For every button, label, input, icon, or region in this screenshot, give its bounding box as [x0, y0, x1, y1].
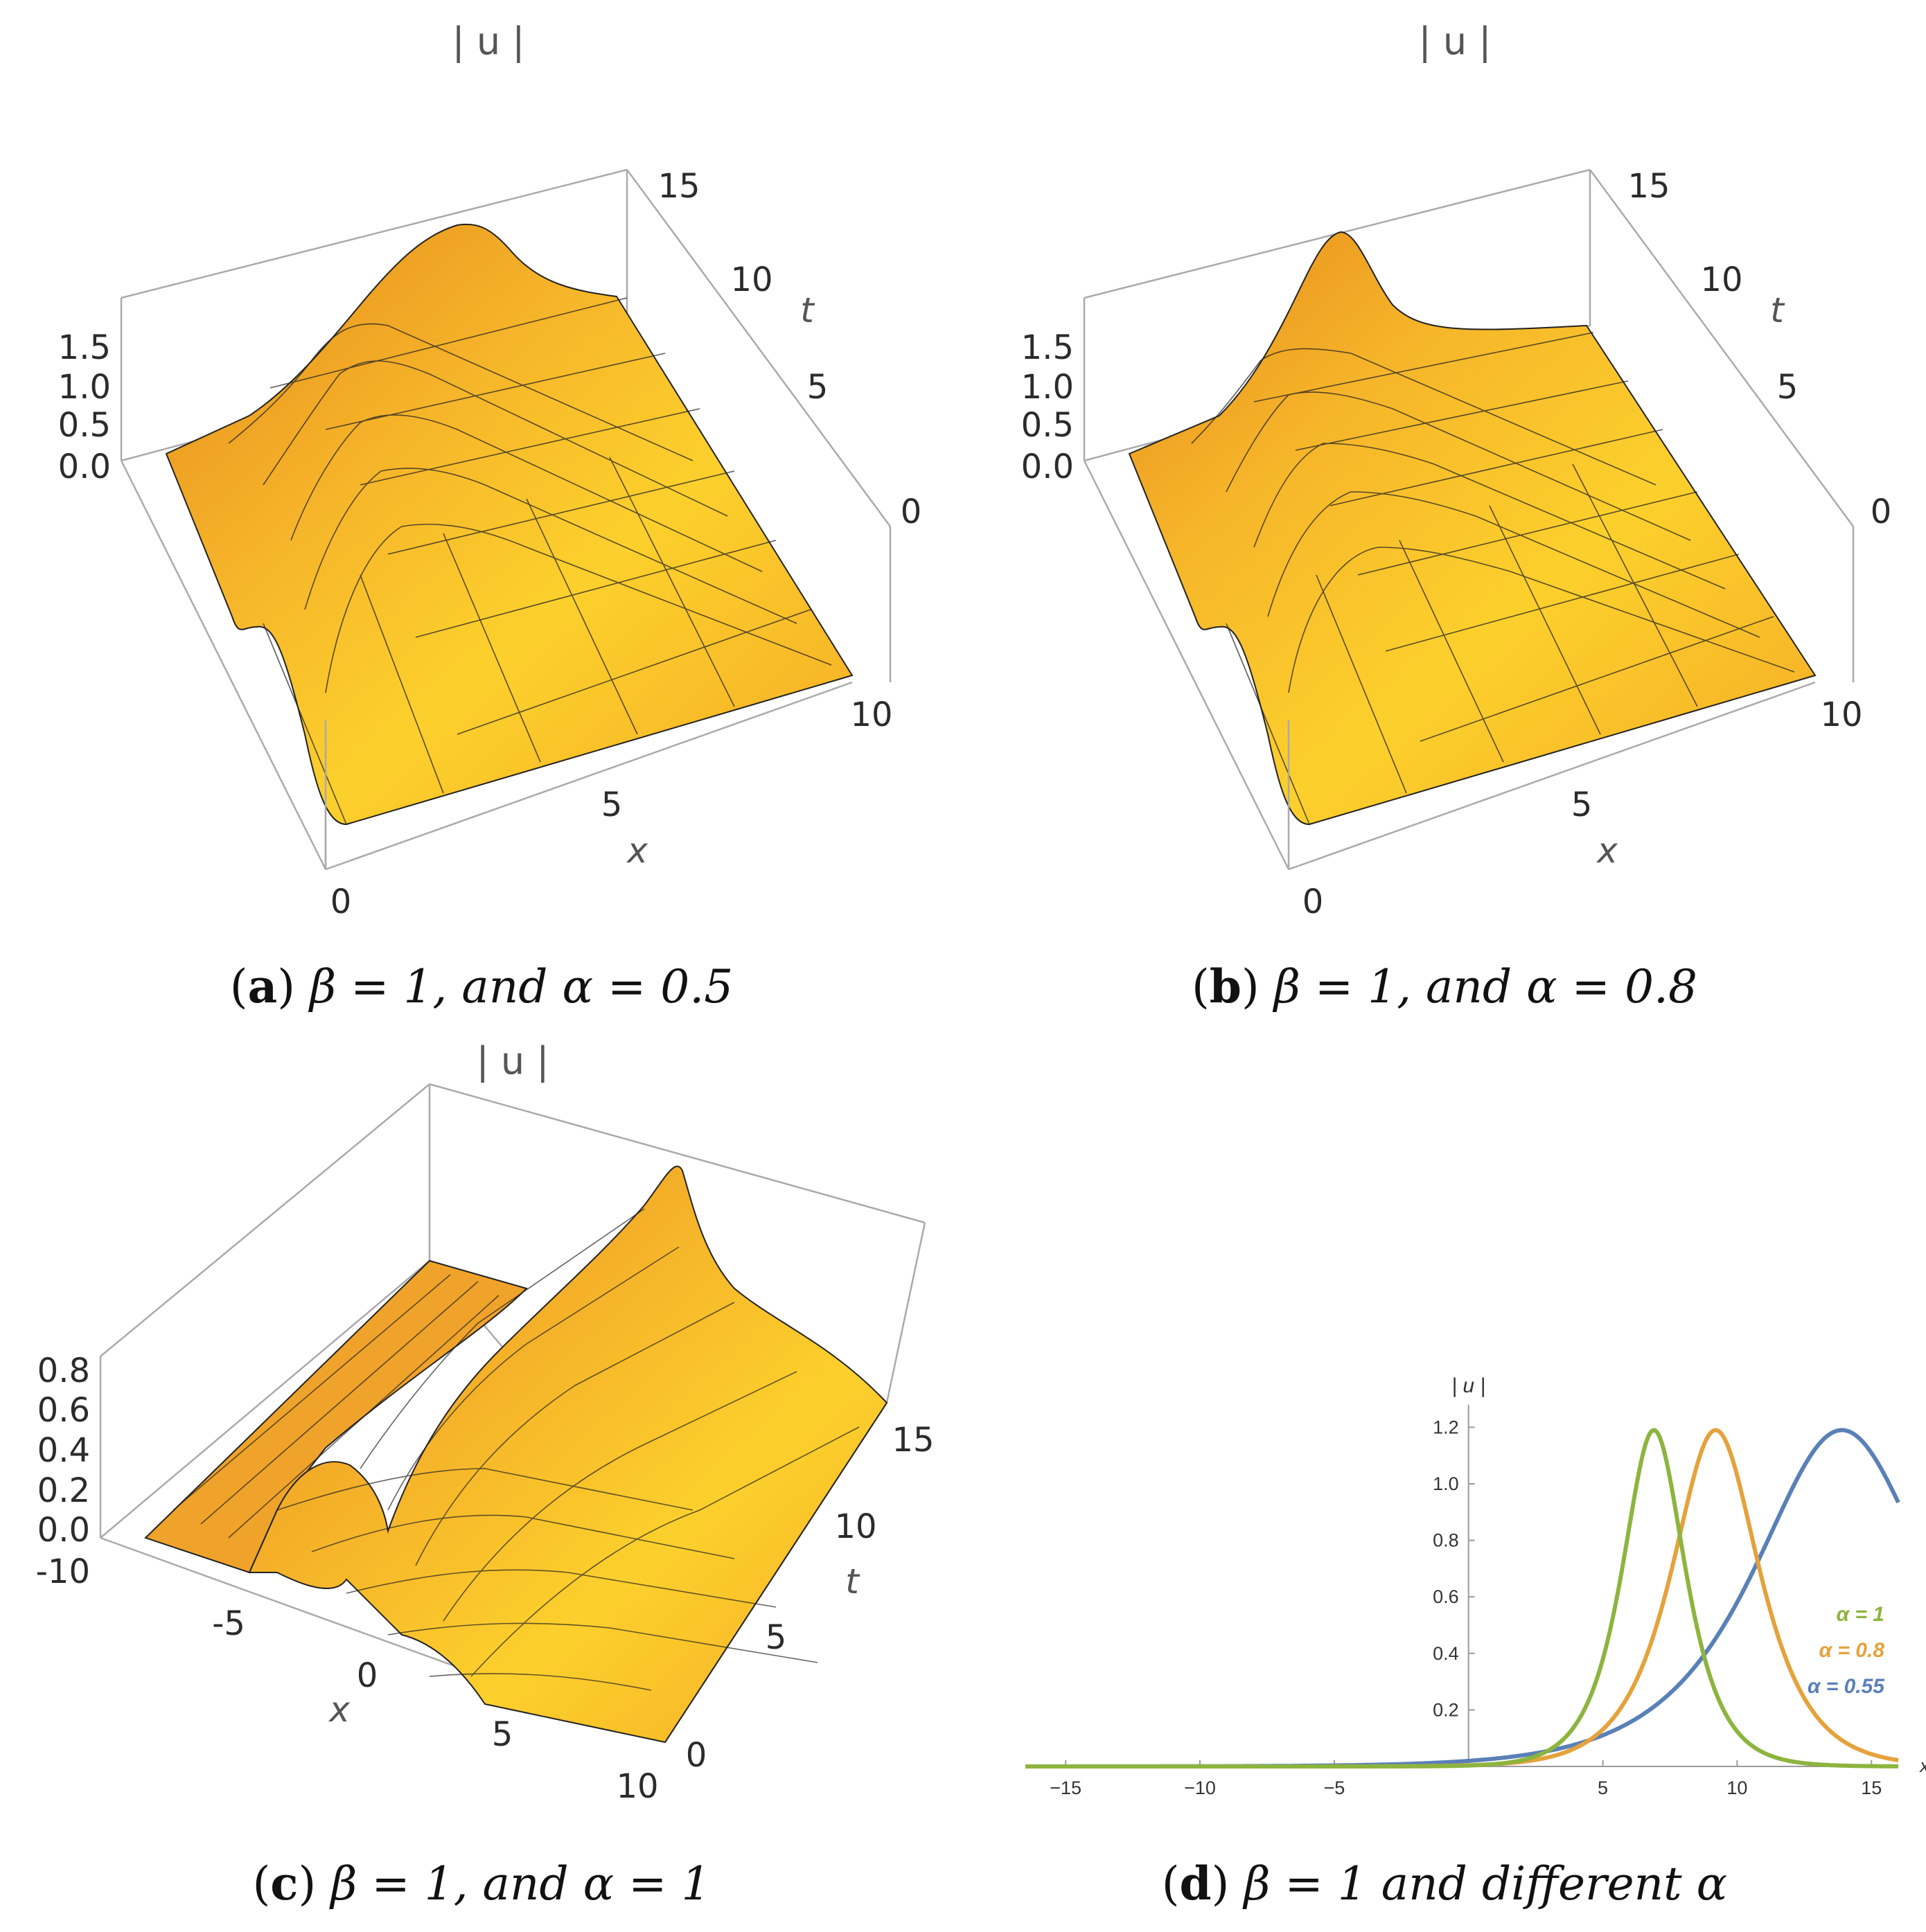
- y-tick-label: 1.0: [1433, 1473, 1459, 1494]
- panel-c-caption-text: β = 1, and α = 1: [330, 1857, 711, 1911]
- panel-c-z-tick: 0.4: [37, 1431, 90, 1470]
- panel-c-x-tick: 0: [357, 1656, 378, 1695]
- panel-b-x-tick: 5: [1571, 786, 1593, 824]
- panel-c-t-tick: 10: [834, 1507, 876, 1546]
- panel-a: | u |: [0, 0, 963, 1025]
- panel-b-caption-text: β = 1, and α = 0.8: [1273, 960, 1697, 1013]
- panel-d: | u | x −15 −10 −5 5 10 15 0.2 0.4 0.6 0.8 1.0 1.2 α =…: [963, 1025, 1926, 1932]
- panel-b-z-title: | u |: [1419, 19, 1492, 63]
- panel-c-z-tick: 0.0: [37, 1511, 90, 1550]
- panel-a-caption-letter: a: [247, 959, 278, 1013]
- panel-c: | u |: [0, 1025, 963, 1932]
- panel-b-t-label: t: [1770, 290, 1785, 330]
- panel-d-caption-text: β = 1 and different α: [1244, 1857, 1728, 1911]
- panel-a-z-tick: 0.0: [58, 447, 111, 486]
- panel-c-z-tick: 0.8: [37, 1351, 90, 1390]
- panel-a-t-tick: 0: [901, 493, 922, 531]
- series-line: [1025, 1428, 1899, 1769]
- x-tick-label: 10: [1726, 1778, 1747, 1798]
- panel-c-t-tick: 15: [892, 1421, 934, 1460]
- legend-entry: α = 0.55: [1808, 1675, 1885, 1698]
- panel-a-z-title: | u |: [452, 19, 525, 63]
- panel-a-x-tick: 10: [850, 695, 892, 734]
- panel-a-x-tick: 0: [330, 883, 352, 921]
- panel-c-t-tick: 0: [686, 1736, 707, 1775]
- panel-c-surface-flat: [144, 1259, 528, 1574]
- panel-a-plot: | u |: [58, 19, 922, 921]
- panel-a-surface: [165, 223, 854, 826]
- x-tick-label: 15: [1861, 1778, 1882, 1798]
- y-tick-label: 0.2: [1433, 1699, 1459, 1720]
- panel-b: | u |: [963, 0, 1926, 1025]
- panel-a-t-tick: 15: [657, 167, 700, 206]
- panel-a-t-tick: 5: [807, 368, 829, 407]
- panel-b-surface: [1128, 231, 1817, 826]
- x-tick-label: −5: [1323, 1778, 1345, 1798]
- x-tick-label: −10: [1184, 1778, 1216, 1798]
- legend-entry: α = 0.8: [1819, 1639, 1885, 1662]
- panel-c-z-tick: 0.6: [37, 1391, 90, 1430]
- panel-c-surface-ridge: [248, 1165, 888, 1744]
- panel-b-t-tick: 15: [1627, 167, 1670, 206]
- panel-a-caption: (a) β = 1, and α = 0.5: [229, 959, 734, 1013]
- panel-b-z-tick: 1.5: [1021, 328, 1074, 367]
- panel-b-t-tick: 0: [1871, 493, 1892, 531]
- panel-d-caption: (d) β = 1 and different α: [1161, 1856, 1728, 1911]
- x-tick-label: 5: [1598, 1778, 1608, 1798]
- panel-b-caption-letter: b: [1209, 959, 1242, 1013]
- panel-b-caption: (b) β = 1, and α = 0.8: [1192, 959, 1697, 1013]
- panel-a-z-tick: 1.0: [58, 368, 111, 407]
- y-tick-label: 0.8: [1433, 1530, 1459, 1551]
- legend-entry: α = 1: [1837, 1603, 1884, 1626]
- panel-b-plot: | u |: [1021, 19, 1892, 921]
- panel-b-t-tick: 5: [1777, 368, 1799, 407]
- panel-a-caption-text: β = 1, and α = 0.5: [310, 960, 734, 1013]
- panel-a-z-tick: 1.5: [58, 328, 111, 367]
- panel-c-t-label: t: [845, 1561, 860, 1602]
- x-axis-label: x: [1918, 1755, 1926, 1776]
- panel-b-x-label: x: [1596, 831, 1618, 871]
- panel-c-caption-letter: c: [270, 1856, 299, 1911]
- panel-b-z-tick: 1.0: [1021, 368, 1074, 407]
- panel-c-x-tick: 10: [616, 1767, 658, 1806]
- panel-b-x-tick: 0: [1302, 883, 1324, 921]
- panel-c-x-tick: -10: [36, 1552, 90, 1591]
- x-tick-label: −15: [1050, 1778, 1081, 1798]
- panel-c-z-title: | u |: [477, 1039, 549, 1083]
- panel-c-x-label: x: [328, 1690, 350, 1730]
- panel-d-line-chart: | u | x −15 −10 −5 5 10 15 0.2 0.4 0.6 0.8 1.0 1.2 α =…: [1025, 1374, 1926, 1798]
- y-tick-label: 1.2: [1433, 1417, 1459, 1437]
- panel-a-x-tick: 5: [601, 786, 623, 824]
- panel-b-x-tick: 10: [1820, 695, 1862, 734]
- series-line: [1025, 1428, 1899, 1769]
- y-tick-label: 0.6: [1433, 1586, 1459, 1607]
- panel-c-plot: | u |: [36, 1039, 935, 1806]
- panel-d-caption-letter: d: [1179, 1856, 1212, 1911]
- panel-b-z-tick: 0.0: [1021, 447, 1074, 486]
- panel-b-t-tick: 10: [1700, 260, 1742, 299]
- panel-a-x-label: x: [626, 831, 648, 871]
- panel-a-z-tick: 0.5: [58, 406, 111, 445]
- panel-c-t-tick: 5: [766, 1618, 787, 1657]
- panel-c-caption: (c) β = 1, and α = 1: [252, 1856, 711, 1911]
- panel-c-x-tick: -5: [212, 1604, 245, 1643]
- panel-c-x-tick: 5: [492, 1715, 513, 1754]
- panel-a-t-tick: 10: [730, 260, 772, 299]
- y-tick-label: 0.4: [1433, 1643, 1459, 1664]
- y-axis-label: | u |: [1451, 1374, 1485, 1397]
- panel-b-z-tick: 0.5: [1021, 406, 1074, 445]
- panel-c-z-tick: 0.2: [37, 1471, 90, 1510]
- panel-a-t-label: t: [800, 290, 815, 330]
